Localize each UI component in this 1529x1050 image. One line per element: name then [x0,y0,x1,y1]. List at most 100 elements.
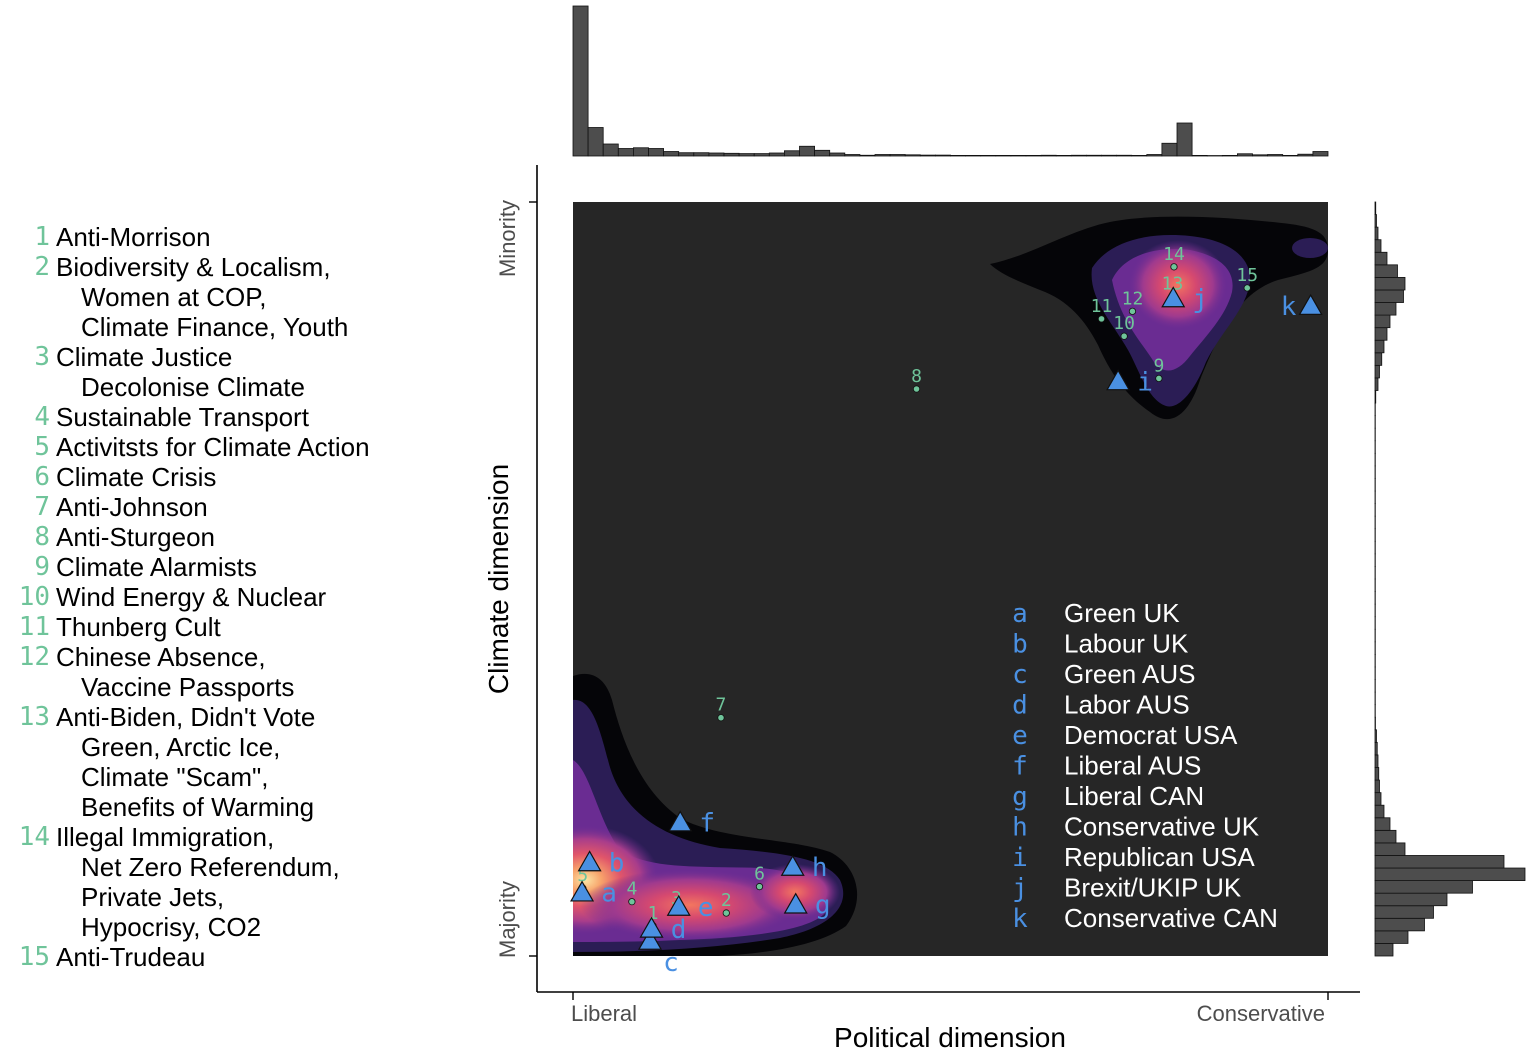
marginal-y-bar [1374,741,1378,756]
x-tick-label-conservative: Conservative [1197,1001,1325,1026]
marginal-y-bar [1374,239,1382,253]
marginal-y-bar [1374,377,1379,391]
party-legend-name: Labour UK [1064,629,1189,659]
topic-point [722,909,730,917]
marginal-y-bar [1374,943,1394,957]
marginal-y-bar [1374,779,1380,794]
density-hotspot-center [580,869,800,941]
party-point [570,880,595,902]
party-point-letter: e [698,893,714,923]
topic-point-label: 9 [1153,355,1164,376]
topic-legend-text: Decolonise Climate [81,372,305,402]
marginal-x-bar [693,152,710,157]
marginal-y-bar [1374,880,1473,894]
topic-legend-text: Climate Crisis [56,462,217,492]
topic-legend-text: Women at COP, [81,282,267,312]
marginal-y-bar [1374,767,1380,781]
topic-legend-number: 7 [34,492,50,522]
topic-legend-number: 4 [34,402,50,432]
topic-legend-item: 8 Anti-Sturgeon [0,522,440,552]
party-legend-name: Liberal CAN [1064,781,1204,811]
topic-legend-text: Anti-Johnson [56,492,208,522]
topic-legend-text: Climate Justice [56,342,233,372]
topic-legend-number: 2 [34,252,50,282]
marginal-x-bar [919,154,936,157]
party-point [668,810,693,832]
marginal-x-bar [859,154,876,157]
party-legend-name: Green AUS [1064,659,1196,689]
marginal-y-bar [1374,352,1383,366]
marginal-y-bar [1374,214,1377,228]
topic-legend-item: 10 Wind Energy & Nuclear [0,582,440,612]
party-legend-letter: k [1012,904,1028,934]
marginal-y-bar [1374,201,1377,215]
party-legend-letter: h [1012,813,1028,843]
y-axis-label: Climate dimension [483,464,514,694]
marginal-y-bar [1374,327,1388,341]
marginal-y-bar [1374,302,1397,316]
party-point [1106,369,1131,391]
topic-legend-item: 9 Climate Alarmists [0,552,440,582]
topic-point [1155,374,1163,383]
marginal-x-bar [950,154,967,157]
marginal-y-bar [1374,339,1385,354]
marginal-y-bar [1374,226,1379,241]
topic-point-label: 11 [1091,296,1113,317]
topic-point-label: 3 [671,888,682,909]
topic-legend-text: Green, Arctic Ice, [81,732,281,762]
marginal-x-bar [1116,154,1133,157]
marginal-x-bar [1070,154,1087,157]
marginal-x-bar [1237,153,1253,157]
topic-legend-text: Biodiversity & Localism, [56,252,331,282]
marginal-histogram-x [572,5,1329,157]
marginal-x-bar [844,154,861,157]
party-legend-letter: g [1012,782,1028,812]
marginal-x-bar [889,154,906,157]
topic-legend-number: 9 [34,552,50,582]
x-tick-label-liberal: Liberal [571,1001,637,1026]
marginal-x-bar [768,152,785,157]
topic-legend-item: 2 Biodiversity & Localism, Women at COP, Cl… [0,252,440,342]
marginal-y-bar [1374,892,1448,907]
topic-legend-item: 12 Chinese Absence, Vaccine Passports [0,642,440,702]
topic-point [912,385,921,393]
topic-legend-number: 3 [34,342,50,372]
topic-legend-number: 12 [18,642,50,672]
marginal-x-bar [587,127,604,157]
party-legend-letter: f [1012,752,1028,782]
marginal-x-bar [663,151,680,157]
marginal-x-bar [1010,154,1027,157]
marginal-x-bar [753,153,770,157]
marginal-x-bar [678,152,695,157]
marginal-x-bar [814,149,831,157]
topic-legend-number: 5 [34,432,50,462]
topic-legend-text: Wind Energy & Nuclear [56,582,327,612]
marginal-y-bar [1374,754,1379,768]
marginal-x-bar [1101,154,1118,157]
topic-legend-number: 1 [34,222,50,252]
topic-legend-number: 6 [34,462,50,492]
marginal-x-bar [829,152,846,157]
marginal-x-bar [572,5,589,157]
party-point-letter: f [699,809,715,839]
marginal-x-bar [1025,154,1042,157]
party-legend-letter: b [1012,630,1028,660]
topic-point-label: 2 [721,890,732,911]
marginal-y-bar [1374,829,1397,844]
party-point-letter: b [609,849,625,879]
topic-legend-number: 11 [18,612,50,642]
marginal-histogram-y [1374,201,1526,957]
party-legend-letter: j [1012,874,1028,904]
topic-legend-number: 14 [18,822,50,852]
topic-legend-text: Activitsts for Climate Action [56,432,370,462]
topic-point-label: 8 [911,366,922,387]
marginal-x-bar [1176,122,1193,157]
marginal-y-bar [1374,314,1391,329]
topic-point-label: 15 [1236,265,1258,286]
marginal-x-bar [784,150,800,157]
party-legend-name: Brexit/UKIP UK [1064,873,1242,903]
marginal-x-bar [1040,154,1057,157]
topic-legend-text: Anti-Biden, Didn't Vote [56,702,316,732]
topic-legend-item: 5 Activitsts for Climate Action [0,432,440,462]
